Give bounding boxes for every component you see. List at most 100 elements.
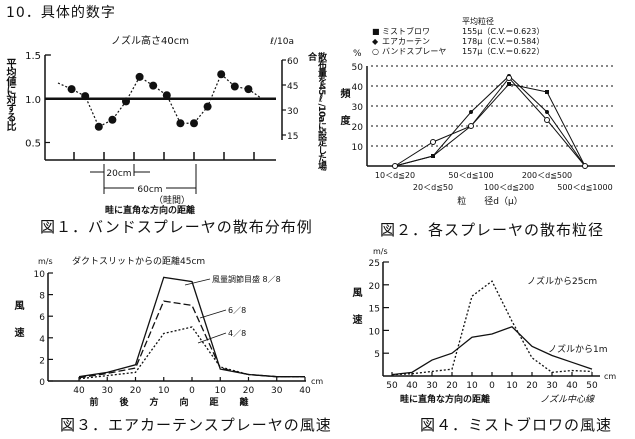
fig2-xtick-label: 10＜d≦20 [375, 171, 415, 180]
fig1-row-label: （畦間） [154, 194, 190, 206]
fig1-title: ノズル高さ40cm [111, 34, 189, 47]
fig3-yunit: m/s [38, 257, 53, 266]
fig1-ylabel-right: 散布量を45ℓ/10aに設定した場合 [306, 52, 326, 170]
fig4-xtick-label: 0 [489, 381, 495, 391]
fig3-series-label: 6／8 [228, 306, 246, 315]
fig2-xtick-label: 50＜d≦100 [448, 171, 493, 180]
fig2-data-point [507, 82, 511, 86]
fig1-right-tick-label: 60 [287, 57, 299, 67]
fig3-xtick-label: 20 [130, 386, 142, 396]
fig2-legend-mean: 178μ（C.V.＝0.584） [462, 37, 544, 46]
section-heading: 10．具体的数字 [6, 5, 116, 21]
fig2-legend-header: 平均粒径 [462, 16, 494, 26]
fig4-caption: 図４．ミストブロワの風速 [420, 416, 613, 434]
fig1-right-tick-label: 15 [287, 132, 298, 142]
fig2-data-point [545, 90, 549, 94]
fig3-xtick-label: 30 [271, 386, 283, 396]
fig3-ytick-label: 0 [39, 378, 45, 388]
fig1-xlabel: 畦に直角な方向の距離 [105, 204, 195, 216]
fig2-legend-name: エアカーテン [382, 37, 430, 46]
fig1-data-point [108, 115, 117, 124]
fig4-xtick-label: 20 [526, 381, 538, 391]
fig1-data-point [67, 85, 76, 94]
fig2-data-point [545, 110, 549, 114]
fig3-title: ダクトスリットからの距離45cm [72, 255, 205, 267]
fig1-data-point [203, 102, 212, 111]
fig1-ytick-label: 1.5 [25, 51, 41, 62]
fig2-data-point [582, 163, 588, 169]
fig2-legend-name: ミストブロワ [382, 26, 430, 36]
fig2-legend-marker: ○ [372, 47, 379, 56]
fig3-xlabel: 前 後 方 向 距 離 [89, 396, 254, 408]
fig4-xtick-label: 50 [386, 381, 398, 391]
fig2-data-point [392, 163, 398, 169]
fig2-series-line [394, 77, 586, 167]
fig1-data-point [162, 91, 171, 100]
fig1-data-point [81, 92, 90, 101]
fig4-xtick-label: 40 [566, 381, 578, 391]
fig4-xunit: cm [604, 372, 616, 381]
fig4-series-label: ノズルから1m [548, 343, 608, 355]
fig3-series-label: 4／8 [228, 329, 246, 338]
fig1-data-point [94, 122, 103, 131]
fig2-data-point [544, 117, 550, 123]
fig2-legend-name: バンドスプレーヤ [382, 47, 446, 56]
fig2-xtick-label: 200＜d≦500 [522, 171, 572, 180]
fig2-xtick-label: 20＜d≦50 [413, 183, 453, 192]
fig1-data-point [190, 119, 198, 128]
fig4-xtick-label: 10 [466, 381, 478, 391]
fig2-data-point [430, 139, 436, 145]
fig2-xlabel: 粒 径d（μ） [457, 195, 522, 207]
fig2-data-point [468, 123, 474, 129]
fig4-yunit: m/s [373, 247, 388, 256]
fig3-xtick-label: 0 [189, 386, 195, 396]
fig1-row-width-label: 60cm [137, 185, 162, 195]
fig3-caption: 図３．エアカーテンスプレーヤの風速 [60, 416, 332, 434]
fig3-ytick-label: 4 [39, 335, 45, 345]
fig3-leader-line [184, 278, 211, 286]
fig4-xtick-label: 40 [406, 381, 418, 391]
fig1-ytick-label: 0.5 [25, 139, 41, 150]
fig3-leader-line [197, 332, 227, 344]
fig1-right-unit: ℓ/10a [269, 37, 294, 47]
fig1-ytick-label: 1.0 [25, 95, 41, 106]
fig2-ytick-label: 20 [352, 123, 364, 133]
fig4-series-label: ノズルから25cm [527, 275, 597, 287]
fig2-ylabel: 頻 度 [338, 88, 349, 124]
fig4-ylabel: 風 速 [350, 287, 361, 323]
fig1-series-line [57, 73, 263, 128]
fig1-data-point [244, 85, 253, 94]
fig1-data-point [217, 70, 226, 79]
fig3-xtick-label: 10 [215, 386, 227, 396]
fig4-ytick-label: 5 [374, 350, 380, 360]
fig4-xtick-label: 30 [426, 381, 438, 391]
fig3-ytick-label: 8 [39, 292, 45, 302]
fig4-ytick-label: 10 [369, 327, 381, 337]
fig3-series-line [78, 300, 305, 379]
fig3-ytick-label: 6 [39, 313, 45, 323]
fig1-caption: 図１．バンドスプレーヤの散布分布例 [40, 218, 313, 236]
fig1-right-tick-label: 30 [287, 107, 299, 117]
fig4-series-line [391, 280, 593, 376]
fig1-right-tick-label: 45 [287, 82, 298, 92]
fig1-data-point [176, 119, 185, 128]
fig2-legend-mean: 155μ（C.V.＝0.623） [462, 27, 544, 36]
fig3-series-line [78, 326, 305, 380]
fig2-ytick-label: 10 [352, 143, 364, 153]
fig4-center-label: ノズル中心線 [540, 394, 595, 405]
fig4-ytick-label: 20 [369, 282, 381, 292]
fig3-xtick-label: 10 [158, 386, 170, 396]
fig2-data-point [431, 154, 435, 158]
fig2-series-line [394, 75, 586, 167]
fig4-ytick-label: 25 [369, 259, 380, 269]
fig2-legend-marker: ■ [372, 27, 380, 36]
fig4-xtick-label: 20 [446, 381, 458, 391]
fig4-xtick-label: 30 [546, 381, 558, 391]
fig1-ylabel: 平均値に対する比 [4, 58, 15, 130]
fig2-xtick-label: 500＜d≦1000 [557, 183, 612, 192]
fig3-xtick-label: 20 [243, 386, 255, 396]
fig4-xtick-label: 10 [506, 381, 518, 391]
